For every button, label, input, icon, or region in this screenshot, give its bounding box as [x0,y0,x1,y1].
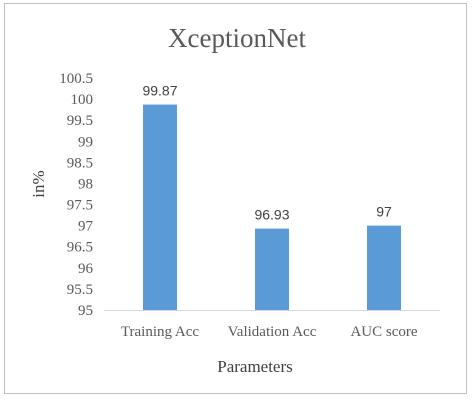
y-tick-label: 96.5 [67,240,93,256]
y-tick-label: 97.5 [67,198,93,214]
y-tick-label: 96 [78,261,94,277]
chart-title: XceptionNet [168,23,306,53]
data-labels: 99.87 96.93 97 [142,83,392,223]
y-tick-label: 97 [78,219,94,235]
bar-value-label: 99.87 [142,83,177,99]
chart-frame [4,3,467,394]
bar-series [143,104,401,310]
y-tick-label: 98.5 [67,155,93,171]
x-category-label: Training Acc [121,324,200,340]
y-tick-label: 100.5 [59,71,93,87]
bar [143,104,177,310]
y-tick-label: 98 [78,176,93,192]
bar-value-label: 96.93 [254,207,289,223]
x-axis: Training Acc Validation Acc AUC score [121,324,418,340]
bar [367,225,401,310]
x-category-label: AUC score [350,324,417,340]
y-tick-label: 100 [71,92,94,108]
y-tick-label: 95.5 [67,282,93,298]
bar [255,228,289,310]
y-tick-label: 99.5 [67,113,93,129]
x-category-label: Validation Acc [228,324,317,340]
bar-value-label: 97 [376,204,392,220]
y-tick-label: 99 [78,134,93,150]
y-axis: 95 95.5 96 96.5 97 97.5 98 98.5 99 99.5 100 100.5 [59,71,93,319]
y-tick-label: 95 [78,303,93,319]
x-axis-label: Parameters [217,357,293,376]
y-axis-label: in% [29,170,48,197]
